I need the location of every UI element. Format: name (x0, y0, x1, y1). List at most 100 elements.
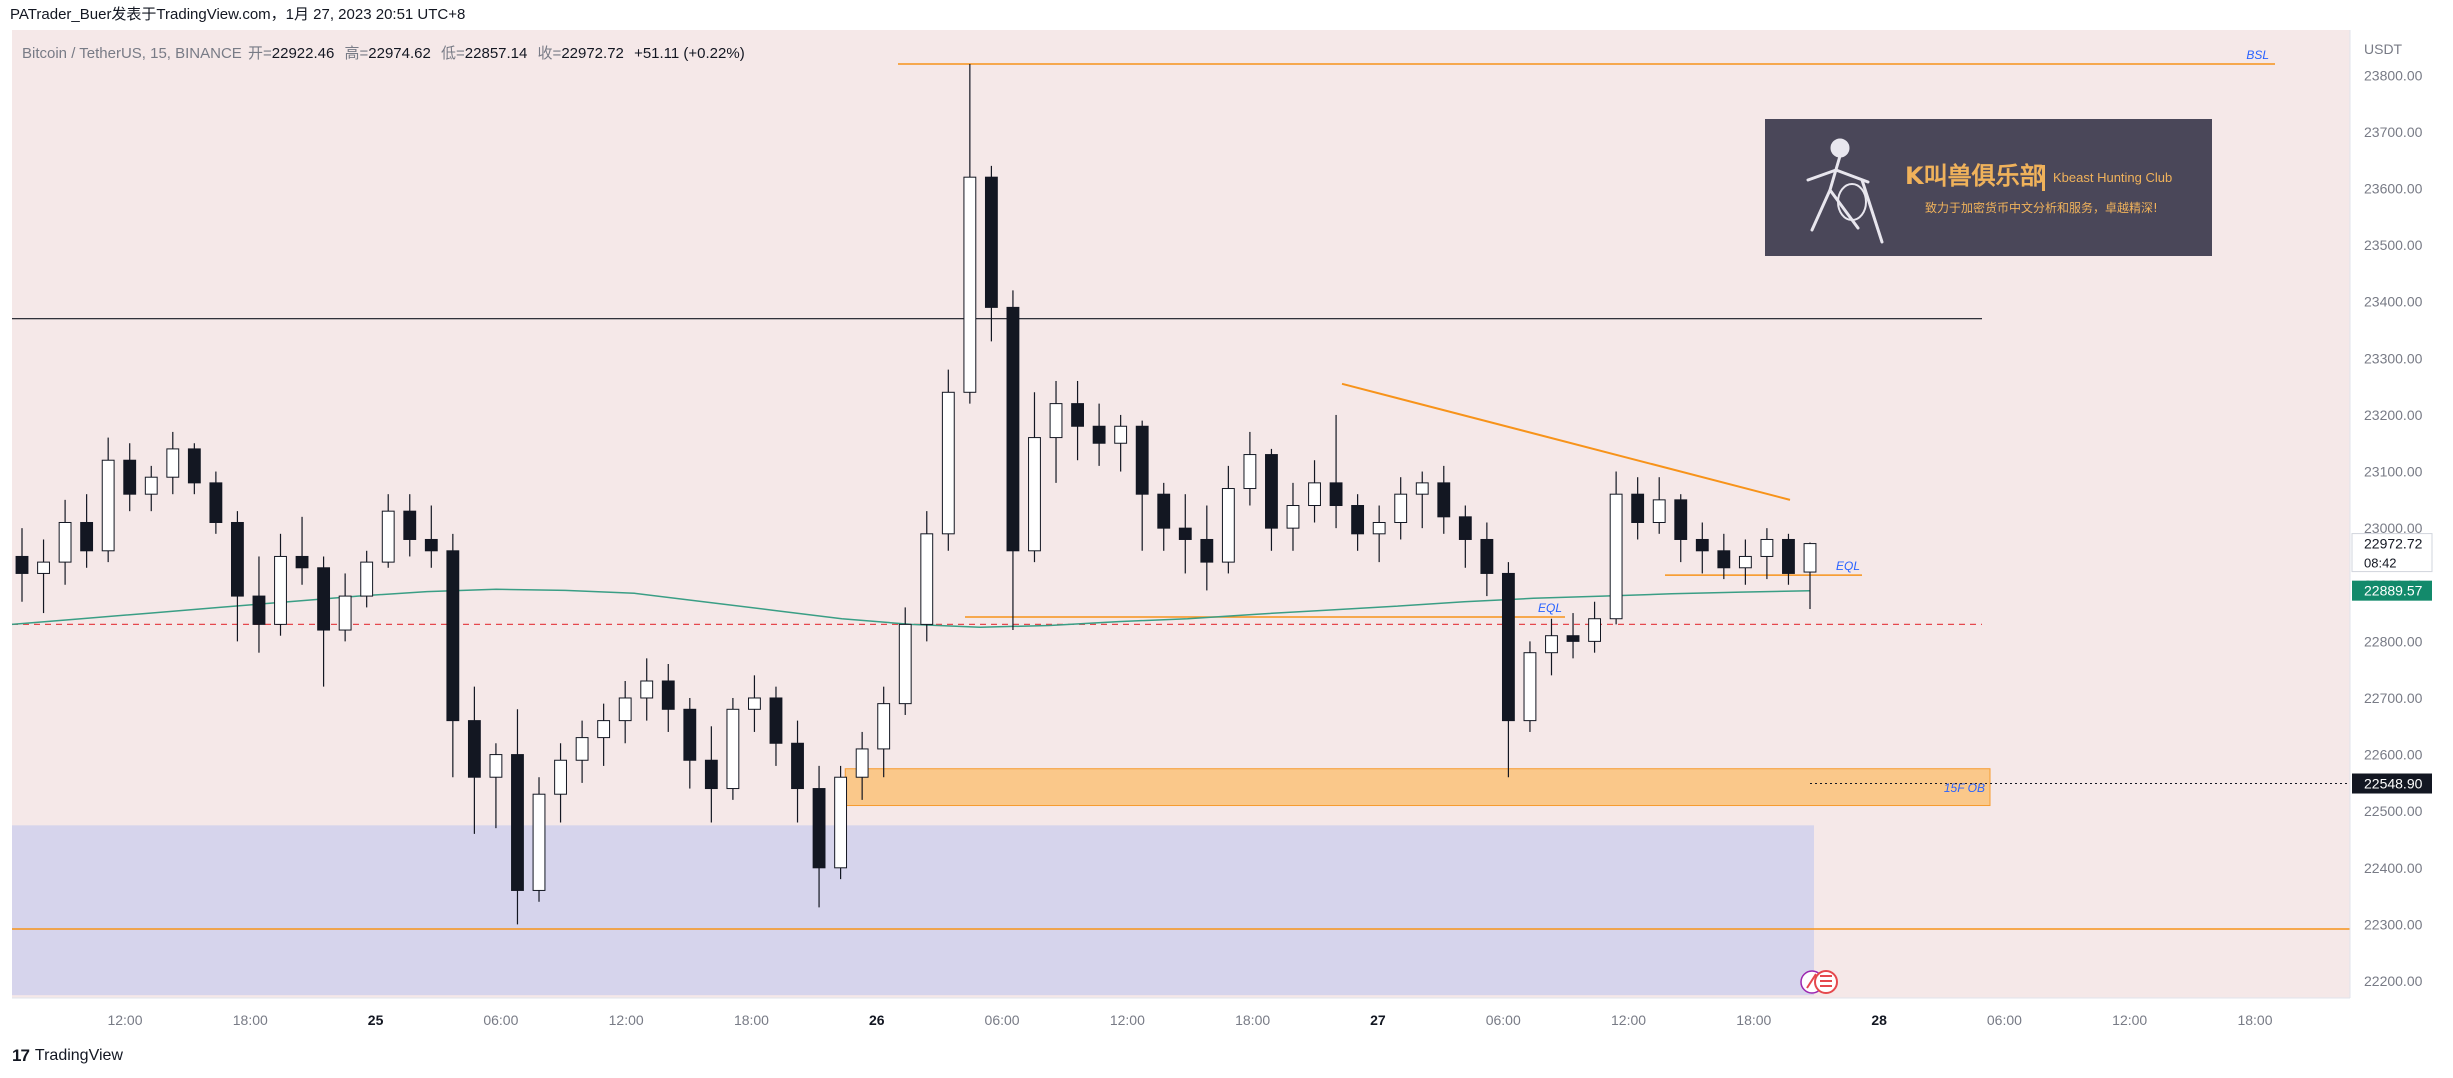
candle[interactable] (1674, 494, 1688, 563)
candle[interactable] (80, 494, 94, 568)
price-label-last: 22972.72 (2364, 536, 2423, 552)
candle[interactable] (252, 556, 266, 653)
candle[interactable] (58, 499, 72, 585)
candle[interactable] (1135, 420, 1149, 551)
candle[interactable] (1114, 414, 1128, 472)
candle[interactable] (1200, 505, 1214, 591)
candle[interactable] (963, 63, 977, 404)
candle[interactable] (1243, 431, 1257, 506)
candle[interactable] (1351, 494, 1365, 551)
time-tick-label: 12:00 (2112, 1012, 2147, 1028)
candle-body (403, 510, 417, 540)
candle[interactable] (597, 703, 611, 766)
candle[interactable] (1480, 522, 1494, 597)
candle[interactable] (1265, 448, 1278, 551)
candle[interactable] (1394, 477, 1408, 540)
candle[interactable] (748, 675, 761, 732)
candle[interactable] (812, 765, 826, 908)
candle[interactable] (230, 511, 244, 642)
candle[interactable] (1760, 528, 1774, 580)
candle[interactable] (1049, 380, 1063, 483)
price-axis[interactable]: USDT 22200.00 22300.00 22400.00 22500.00 226… (2349, 30, 2453, 998)
candle[interactable] (295, 516, 309, 585)
candle[interactable] (1782, 533, 1795, 585)
candle-body (1092, 425, 1106, 444)
order-block-zone[interactable] (844, 768, 1991, 807)
candle-body (1006, 306, 1020, 552)
candle[interactable] (640, 658, 654, 721)
candle[interactable] (360, 550, 374, 608)
candle[interactable] (1609, 471, 1623, 625)
candle[interactable] (855, 731, 869, 800)
candle[interactable] (661, 664, 675, 732)
time-axis[interactable]: 12:00 18:00 25 06:00 12:00 18:00 26 06:00 12:00 1… (0, 997, 2453, 1040)
candle[interactable] (424, 505, 438, 568)
candle[interactable] (769, 686, 783, 766)
candle[interactable] (274, 533, 287, 636)
candle[interactable] (338, 573, 352, 642)
price-tick-label: 23500.00 (2364, 237, 2423, 253)
candle[interactable] (1308, 460, 1321, 523)
candle-body (984, 176, 998, 308)
candle[interactable] (1631, 477, 1645, 540)
candle[interactable] (532, 777, 546, 902)
candle[interactable] (1006, 290, 1020, 631)
annotation-box[interactable]: K叫兽俱乐部 Kbeast Hunting Club 致力于加密货币中文分析和服… (1765, 119, 2212, 256)
candle[interactable] (984, 165, 998, 342)
candle[interactable] (511, 709, 524, 925)
candle[interactable] (877, 686, 891, 778)
candle[interactable] (1738, 539, 1752, 585)
candle[interactable] (1437, 465, 1451, 534)
candle[interactable] (1157, 482, 1171, 551)
candle[interactable] (1092, 403, 1106, 466)
candle[interactable] (575, 720, 589, 783)
candle[interactable] (1566, 613, 1580, 659)
candle[interactable] (1028, 392, 1041, 563)
candle[interactable] (920, 511, 934, 642)
candle[interactable] (1803, 542, 1817, 610)
candle[interactable] (941, 369, 955, 551)
candle[interactable] (791, 720, 804, 823)
candle[interactable] (209, 471, 223, 534)
descending-trendline[interactable] (1341, 382, 1791, 501)
candle[interactable] (1178, 494, 1192, 574)
candle[interactable] (1286, 482, 1300, 551)
candle[interactable] (187, 443, 201, 495)
candle[interactable] (144, 465, 158, 512)
candle[interactable] (554, 743, 567, 823)
candle[interactable] (1458, 505, 1472, 568)
candle[interactable] (898, 607, 912, 715)
candle[interactable] (1717, 533, 1731, 580)
candle[interactable] (15, 528, 29, 602)
candle[interactable] (1545, 618, 1558, 676)
candle[interactable] (403, 494, 417, 557)
candle[interactable] (1221, 465, 1235, 574)
candle[interactable] (123, 443, 137, 512)
candle[interactable] (1652, 477, 1666, 534)
candle[interactable] (1695, 522, 1709, 574)
candle[interactable] (618, 680, 632, 744)
candle[interactable] (1523, 641, 1537, 732)
candle[interactable] (834, 765, 848, 880)
candle[interactable] (381, 494, 395, 568)
candle[interactable] (317, 556, 331, 687)
price-chart[interactable]: 15F OB BSL EQL EQL Bitcoin / TetherUS, 15,… (0, 30, 2453, 1040)
candle[interactable] (1329, 414, 1343, 529)
candle[interactable] (467, 686, 481, 834)
candle[interactable] (1588, 601, 1602, 653)
event-icons[interactable] (1800, 970, 1838, 994)
candle[interactable] (101, 437, 115, 563)
candle[interactable] (1372, 505, 1386, 563)
candle[interactable] (726, 697, 740, 800)
candle[interactable] (37, 539, 50, 614)
time-tick-label: 06:00 (1486, 1012, 1521, 1028)
candle[interactable] (446, 533, 460, 778)
candle[interactable] (1071, 380, 1084, 461)
candle[interactable] (166, 431, 180, 495)
candle[interactable] (683, 697, 697, 789)
candle[interactable] (1501, 562, 1515, 778)
tradingview-logo[interactable]: 17 TradingView (12, 1046, 123, 1066)
candle[interactable] (704, 726, 718, 823)
candle[interactable] (1415, 471, 1429, 529)
candle[interactable] (489, 743, 503, 829)
